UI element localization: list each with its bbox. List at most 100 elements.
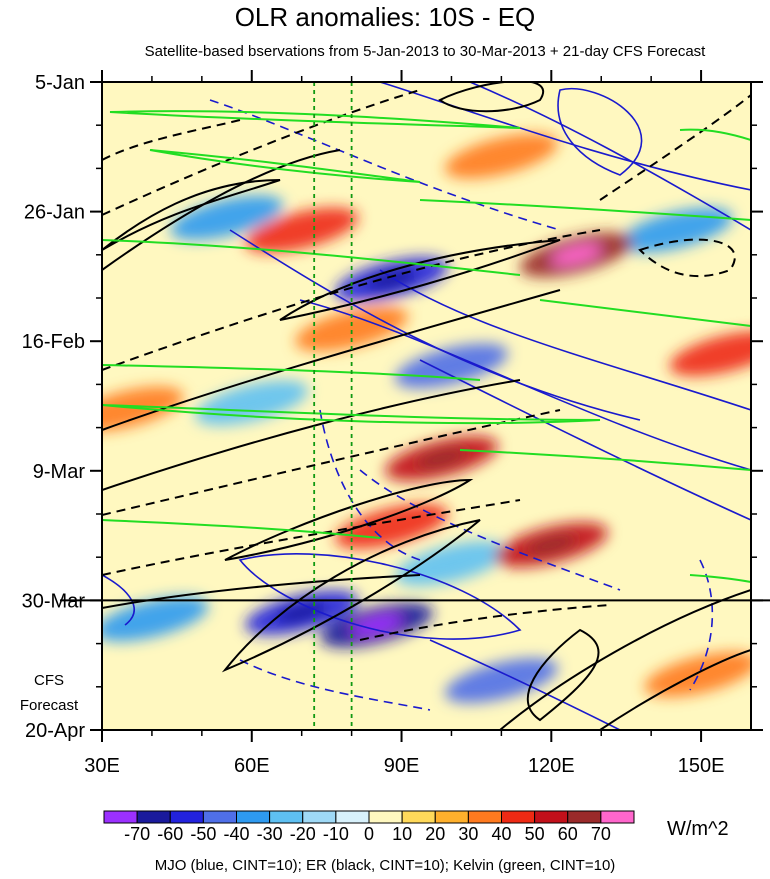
er-contour — [638, 238, 736, 278]
kelvin-contour — [102, 239, 521, 276]
colorbar: -70 -60 -50 -40 -30 -20 -10 0 10 20 30 40 50 60 70 — [103, 810, 635, 844]
forecast-label-line2: Forecast — [19, 697, 79, 714]
colorbar-label: 70 — [591, 824, 611, 844]
chart-subtitle: Satellite-based bservations from 5-Jan-2… — [144, 43, 706, 60]
x-tick-label: 60E — [234, 755, 270, 777]
kelvin-contour — [102, 519, 381, 539]
y-tick-label: 30-Mar — [22, 590, 86, 612]
anomaly-core — [550, 244, 602, 265]
x-tick-label: 30E — [84, 755, 120, 777]
colorbar-label: 30 — [458, 824, 478, 844]
kelvin-contour — [102, 404, 601, 425]
kelvin-contours — [102, 110, 751, 583]
kelvin-contour — [539, 299, 751, 327]
mjo-contour — [689, 559, 714, 691]
colorbar-label: 60 — [558, 824, 578, 844]
anomaly-patch — [102, 596, 209, 642]
plot-background — [102, 82, 751, 730]
colorbar-swatch — [335, 810, 370, 824]
er-contour — [224, 478, 474, 561]
colorbar-swatch — [103, 810, 138, 824]
mjo-contour — [229, 229, 641, 421]
er-contour — [102, 229, 601, 371]
colorbar-label: -40 — [223, 824, 249, 844]
mjo-contour — [379, 269, 751, 411]
er-contour — [102, 149, 341, 271]
wave-contours — [102, 82, 751, 730]
forecast-label: CFS Forecast — [14, 668, 84, 718]
er-contours — [102, 82, 751, 730]
anomaly-core — [416, 448, 467, 469]
anomaly-patch — [102, 386, 184, 432]
er-contour — [599, 649, 751, 730]
anomaly-patch — [619, 207, 733, 253]
anomaly-patch — [444, 658, 558, 704]
colorbar-label: 40 — [491, 824, 511, 844]
mjo-contour — [469, 82, 751, 231]
mjo-contour — [557, 87, 643, 176]
kelvin-contour — [679, 128, 751, 141]
er-contour — [438, 82, 544, 113]
colorbar-swatch — [202, 810, 237, 824]
mjo-contour — [429, 639, 621, 730]
colorbar-swatch — [302, 810, 337, 824]
colorbar-swatch — [434, 810, 469, 824]
x-axis: 30E 60E 90E 120E 150E — [84, 70, 724, 777]
er-contour — [279, 239, 561, 321]
y-tick-label: 20-Apr — [25, 720, 85, 742]
kelvin-contour — [459, 449, 751, 471]
x-tick-label: 120E — [528, 755, 575, 777]
colorbar-swatch — [136, 810, 171, 824]
colorbar-swatch — [534, 810, 569, 824]
anomaly-core — [276, 602, 327, 623]
legend-footer: MJO (blue, CINT=10); ER (black, CINT=10)… — [154, 857, 616, 874]
kelvin-contour — [689, 574, 751, 583]
anomaly-patch — [245, 207, 359, 253]
colorbar-swatch — [567, 810, 602, 824]
colorbar-label: -10 — [323, 824, 349, 844]
mjo-contour — [419, 359, 751, 521]
colorbar-label: -50 — [190, 824, 216, 844]
colorbar-swatch — [269, 810, 304, 824]
y-tick-label: 16-Feb — [22, 331, 85, 353]
er-contour — [102, 379, 521, 491]
er-contour — [359, 604, 611, 641]
er-contour — [599, 94, 751, 201]
y-tick-label: 5-Jan — [35, 72, 85, 94]
mjo-contour — [359, 469, 621, 591]
anomaly-patch — [335, 503, 448, 549]
plot-area — [60, 81, 770, 731]
mjo-contour — [209, 99, 561, 231]
x-tick-label: 150E — [678, 755, 725, 777]
colorbar-label: 0 — [364, 824, 374, 844]
kelvin-contour — [109, 110, 521, 129]
anomaly-core — [351, 615, 402, 636]
colorbar-label: -20 — [290, 824, 316, 844]
colorbar-label: 20 — [425, 824, 445, 844]
anomaly-core — [526, 534, 577, 555]
anomaly-patch — [295, 306, 409, 352]
kelvin-contour — [149, 149, 421, 183]
chart-title: OLR anomalies: 10S - EQ — [234, 2, 536, 32]
er-contour — [102, 574, 421, 609]
colorbar-label: -60 — [157, 824, 183, 844]
kelvin-contour — [419, 199, 751, 221]
mjo-contour — [238, 553, 522, 640]
colorbar-swatch — [600, 810, 635, 824]
colorbar-label: 50 — [525, 824, 545, 844]
colorbar-swatch — [401, 810, 436, 824]
x-tick-label: 90E — [384, 755, 420, 777]
colorbar-label: -30 — [257, 824, 283, 844]
colorbar-label: -70 — [124, 824, 150, 844]
er-contour — [526, 628, 600, 722]
y-tick-label: 9-Mar — [33, 461, 86, 483]
colorbar-swatch — [467, 810, 502, 824]
er-contour — [102, 89, 421, 216]
forecast-label-line1: CFS — [34, 672, 64, 689]
colorbar-swatch — [501, 810, 536, 824]
anomaly-patch — [444, 133, 558, 179]
er-contour — [102, 179, 281, 251]
plot-frame — [101, 81, 752, 731]
y-tick-label: 26-Jan — [24, 202, 85, 224]
